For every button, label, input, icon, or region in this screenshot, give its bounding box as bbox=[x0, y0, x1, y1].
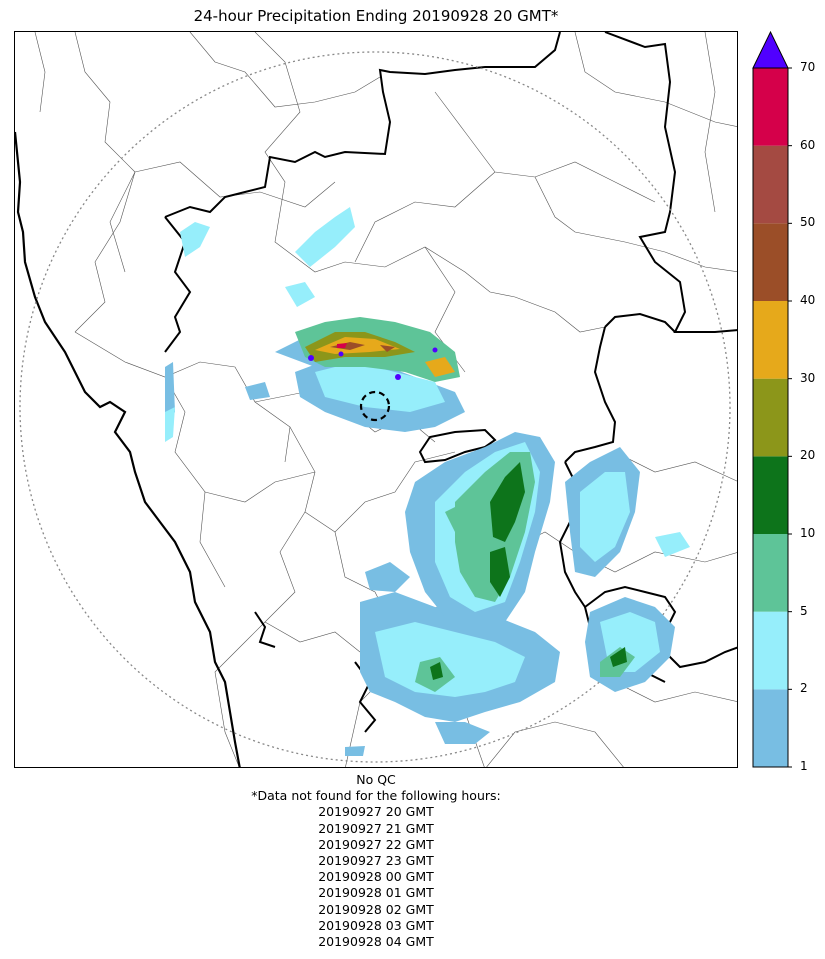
footer-notes: No QC *Data not found for the following … bbox=[0, 772, 752, 950]
map-canvas bbox=[15, 32, 737, 767]
colorbar-bin-2-5 bbox=[753, 611, 788, 690]
missing-hour: 20190928 03 GMT bbox=[318, 917, 434, 933]
colorbar-frame bbox=[752, 67, 789, 768]
missing-data-note: *Data not found for the following hours: bbox=[251, 788, 501, 804]
colorbar-tick-label: 2 bbox=[800, 681, 808, 696]
coastline bbox=[15, 131, 241, 767]
missing-hour: 20190928 04 GMT bbox=[318, 934, 434, 950]
colorbar-tick-label: 70 bbox=[800, 60, 816, 74]
colorbar-extend-max bbox=[752, 30, 789, 69]
missing-hour: 20190927 22 GMT bbox=[318, 836, 434, 852]
colorbar-tick-label: 60 bbox=[800, 137, 816, 152]
state-borders bbox=[164, 32, 737, 733]
missing-hour: 20190927 21 GMT bbox=[318, 820, 434, 836]
colorbar-tick-label: 40 bbox=[800, 293, 816, 307]
colorbar-bin-20-30 bbox=[753, 378, 788, 457]
colorbar-tick-label: 20 bbox=[800, 448, 816, 463]
missing-hour: 20190928 01 GMT bbox=[318, 885, 434, 901]
colorbar-bin-30-40 bbox=[753, 301, 788, 379]
radar-site-marker bbox=[359, 390, 391, 422]
radar-range-ring bbox=[19, 51, 731, 763]
qc-note: No QC bbox=[356, 772, 396, 787]
colorbar-bin-10-20 bbox=[753, 456, 788, 534]
missing-hour: 20190928 02 GMT bbox=[318, 901, 434, 917]
colorbar-tick-label: 1 bbox=[800, 759, 808, 773]
precipitation-field bbox=[165, 207, 690, 756]
colorbar-tick-label: 10 bbox=[800, 526, 816, 540]
colorbar-bin-40-50 bbox=[753, 223, 788, 301]
colorbar-bin-1-2 bbox=[753, 689, 788, 767]
missing-hour: 20190927 20 GMT bbox=[318, 804, 434, 820]
precip-colorbar bbox=[752, 30, 792, 768]
colorbar-tick-label: 5 bbox=[800, 603, 808, 618]
missing-hour: 20190928 00 GMT bbox=[318, 869, 434, 885]
colorbar-bin-5-10 bbox=[753, 534, 788, 612]
colorbar-bin-50-60 bbox=[753, 145, 788, 224]
page-title: 24-hour Precipitation Ending 20190928 20… bbox=[193, 7, 559, 25]
missing-hour: 20190927 23 GMT bbox=[318, 853, 434, 869]
radar-map bbox=[14, 31, 738, 768]
colorbar-bin-60-70 bbox=[753, 68, 788, 146]
colorbar-tick-label: 30 bbox=[800, 370, 816, 385]
colorbar-tick-label: 50 bbox=[800, 215, 816, 230]
